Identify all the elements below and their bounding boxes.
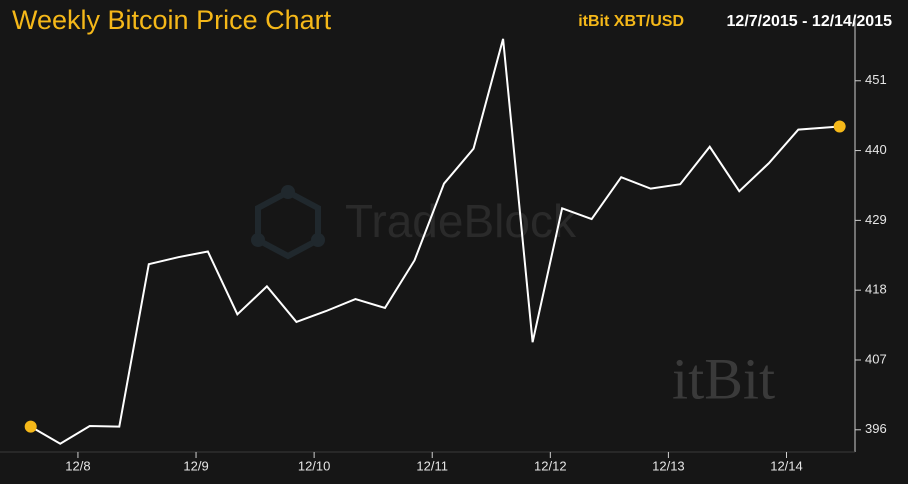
x-tick-label: 12/14 (770, 458, 803, 473)
y-tick-label: 429 (865, 212, 887, 227)
source-label: itBit XBT/USD (578, 13, 684, 30)
x-tick-label: 12/12 (534, 458, 567, 473)
x-tick-label: 12/11 (416, 458, 448, 473)
y-tick-label: 396 (865, 421, 887, 436)
logo-dot (251, 233, 265, 247)
x-tick-label: 12/8 (65, 458, 90, 473)
y-tick-label: 440 (865, 142, 887, 157)
watermark: itBit (672, 346, 775, 411)
date-range: 12/7/2015 - 12/14/2015 (727, 13, 893, 30)
x-tick-label: 12/13 (652, 458, 685, 473)
y-tick-label: 451 (865, 72, 887, 87)
price-line (30, 38, 840, 445)
x-tick-label: 12/9 (183, 458, 208, 473)
x-tick-label: 12/10 (298, 458, 331, 473)
y-tick-label: 418 (865, 282, 887, 297)
logo-dot (281, 185, 295, 199)
logo-hex (255, 188, 321, 260)
chart-title: Weekly Bitcoin Price Chart (12, 5, 332, 35)
logo-dot (311, 233, 325, 247)
end-marker (24, 420, 37, 433)
y-tick-label: 407 (865, 351, 887, 366)
tradeblock-logo (251, 185, 325, 260)
end-marker (833, 120, 846, 133)
watermark: TradeBlock (345, 195, 577, 247)
